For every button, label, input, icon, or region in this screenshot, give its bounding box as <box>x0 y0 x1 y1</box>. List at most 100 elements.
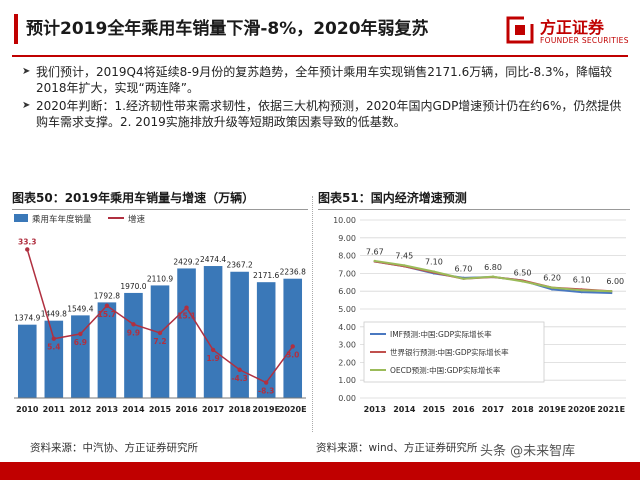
x-tick-label: 2014 <box>122 405 145 414</box>
gdp-point <box>580 290 583 294</box>
x-tick-label: 2021E <box>597 405 625 414</box>
logo-english-name: FOUNDER SECURITIES <box>540 36 629 45</box>
gdp-point <box>521 280 524 283</box>
gdp-point <box>610 290 613 293</box>
gdp-data-label: 7.45 <box>395 251 413 260</box>
gdp-data-label: 7.67 <box>366 247 384 256</box>
x-tick-label: 2016 <box>452 405 475 414</box>
title-accent-bar <box>14 14 18 44</box>
growth-point <box>290 344 295 349</box>
growth-label: -4.3 <box>231 374 247 383</box>
gdp-point <box>491 275 495 278</box>
x-tick-label: 2014 <box>393 405 416 414</box>
arrow-bullet-icon: ➤ <box>22 100 31 111</box>
growth-label: 15.7 <box>98 310 117 319</box>
chart51-source: 资料来源：wind、方正证券研究所 <box>316 442 478 454</box>
bullet-list: ➤ 我们预计，2019Q4将延续8-9月份的复苏趋势，全年预计乘用车实现销售21… <box>22 64 622 132</box>
growth-point <box>184 305 189 310</box>
x-tick-label: 2018 <box>229 405 252 414</box>
chart51-gdp-forecast: 0.00 1.00 2.00 3.00 4.00 5.00 6.00 7.00 8.00 9.00… <box>333 216 626 414</box>
sales-bar-label: 2474.4 <box>200 255 226 264</box>
chart50-sales-growth: 乘用车年度销量 增速 1374.9 2010 1449.8 2011 1549.4 2012 1… <box>14 214 307 414</box>
sales-bar <box>283 278 303 398</box>
gdp-point <box>580 289 583 292</box>
bullet-item: ➤ 我们预计，2019Q4将延续8-9月份的复苏趋势，全年预计乘用车实现销售21… <box>22 64 622 96</box>
y-tick-label: 8.00 <box>338 252 356 261</box>
growth-label: 5.4 <box>47 343 60 352</box>
sales-bar-label: 1549.4 <box>67 304 93 313</box>
gdp-point <box>373 259 376 263</box>
gdp-point <box>610 291 613 295</box>
growth-label: -8.3 <box>258 387 274 396</box>
growth-label: 1.9 <box>206 354 219 363</box>
sales-bar <box>150 285 170 398</box>
sales-bar <box>124 292 143 398</box>
slide-header: 预计2019全年乘用车销量下滑-8%，2020年弱复苏 方正证券 FOUNDER… <box>0 0 640 57</box>
header-divider <box>12 55 628 57</box>
sales-bar <box>17 324 37 398</box>
chart-separator <box>312 196 313 432</box>
growth-label: 7.2 <box>153 337 166 346</box>
gdp-point <box>403 264 406 267</box>
sales-bar-label: 2236.8 <box>280 268 306 277</box>
growth-point <box>51 336 57 341</box>
sales-bar <box>71 315 90 398</box>
slide-title: 预计2019全年乘用车销量下滑-8%，2020年弱复苏 <box>26 19 429 39</box>
sales-bar-label: 2171.6 <box>253 271 279 280</box>
sales-bar-label: 2110.9 <box>147 274 173 283</box>
gdp-data-label: 6.10 <box>573 275 591 284</box>
chart50-source: 资料来源：中汽协、方正证券研究所 <box>30 442 198 454</box>
gdp-point <box>462 277 465 280</box>
chart50-heading-rule <box>12 209 308 210</box>
legend-box <box>363 321 545 383</box>
x-tick-label: 2015 <box>149 405 172 414</box>
legend-label: OECD预测:中国:GDP实际增长率 <box>390 365 501 375</box>
x-tick-label: 2017 <box>202 405 224 414</box>
y-tick-label: 5.00 <box>338 305 356 314</box>
growth-point <box>131 322 136 327</box>
gdp-data-label: 6.20 <box>543 274 561 283</box>
gdp-data-label: 6.00 <box>606 277 624 286</box>
sales-bar <box>97 302 117 398</box>
bullet-text: 我们预计，2019Q4将延续8-9月份的复苏趋势，全年预计乘用车实现销售2171… <box>36 65 613 95</box>
footer-band <box>0 462 640 480</box>
legend-line-label: 增速 <box>128 214 146 225</box>
x-tick-label: 2020E <box>568 405 596 414</box>
growth-point <box>210 347 216 353</box>
growth-label: 33.3 <box>18 237 37 246</box>
arrow-bullet-icon: ➤ <box>22 66 31 77</box>
founder-logo-icon <box>506 16 534 44</box>
watermark: 头条 @未来智库 <box>480 444 576 459</box>
y-tick-label: 10.00 <box>333 216 356 225</box>
x-tick-label: 2019E <box>252 405 280 414</box>
x-tick-label: 2018 <box>511 405 534 414</box>
gdp-data-label: 6.70 <box>455 265 473 274</box>
legend-bar-swatch <box>14 214 28 222</box>
sales-bar-label: 2367.2 <box>227 261 253 270</box>
sales-bar-label: 1374.9 <box>14 314 40 323</box>
x-tick-label: 2019E <box>538 405 566 414</box>
growth-point <box>157 330 163 336</box>
y-tick-label: 4.00 <box>338 323 356 332</box>
gdp-point <box>550 286 554 289</box>
gdp-data-label: 7.10 <box>425 258 443 267</box>
x-tick-label: 2016 <box>175 405 198 414</box>
chart50-heading: 图表50：2019年乘用车销量与增速（万辆） <box>12 191 255 205</box>
bullet-item: ➤ 2020年判断：1.经济韧性带来需求韧性，依据三大机构预测，2020年国内G… <box>22 98 622 130</box>
x-tick-label: 2010 <box>16 405 39 414</box>
sales-bar <box>203 266 223 398</box>
legend-label: IMF预测:中国:GDP实际增长率 <box>390 329 492 339</box>
y-tick-label: 9.00 <box>338 234 356 243</box>
x-tick-label: 2020E <box>279 405 307 414</box>
growth-point <box>78 331 83 337</box>
x-tick-label: 2013 <box>364 405 386 414</box>
sales-bar <box>177 268 196 398</box>
founder-logo: 方正证券 FOUNDER SECURITIES <box>506 10 632 54</box>
legend-label: 世界银行预测:中国:GDP实际增长率 <box>390 347 509 357</box>
y-tick-label: 3.00 <box>338 341 356 350</box>
x-tick-label: 2011 <box>43 405 66 414</box>
chart51-heading-rule <box>318 209 630 210</box>
sales-bar <box>256 282 276 398</box>
sales-bar-label: 1449.8 <box>41 310 67 319</box>
chart51-heading: 图表51：国内经济增速预测 <box>318 191 467 205</box>
